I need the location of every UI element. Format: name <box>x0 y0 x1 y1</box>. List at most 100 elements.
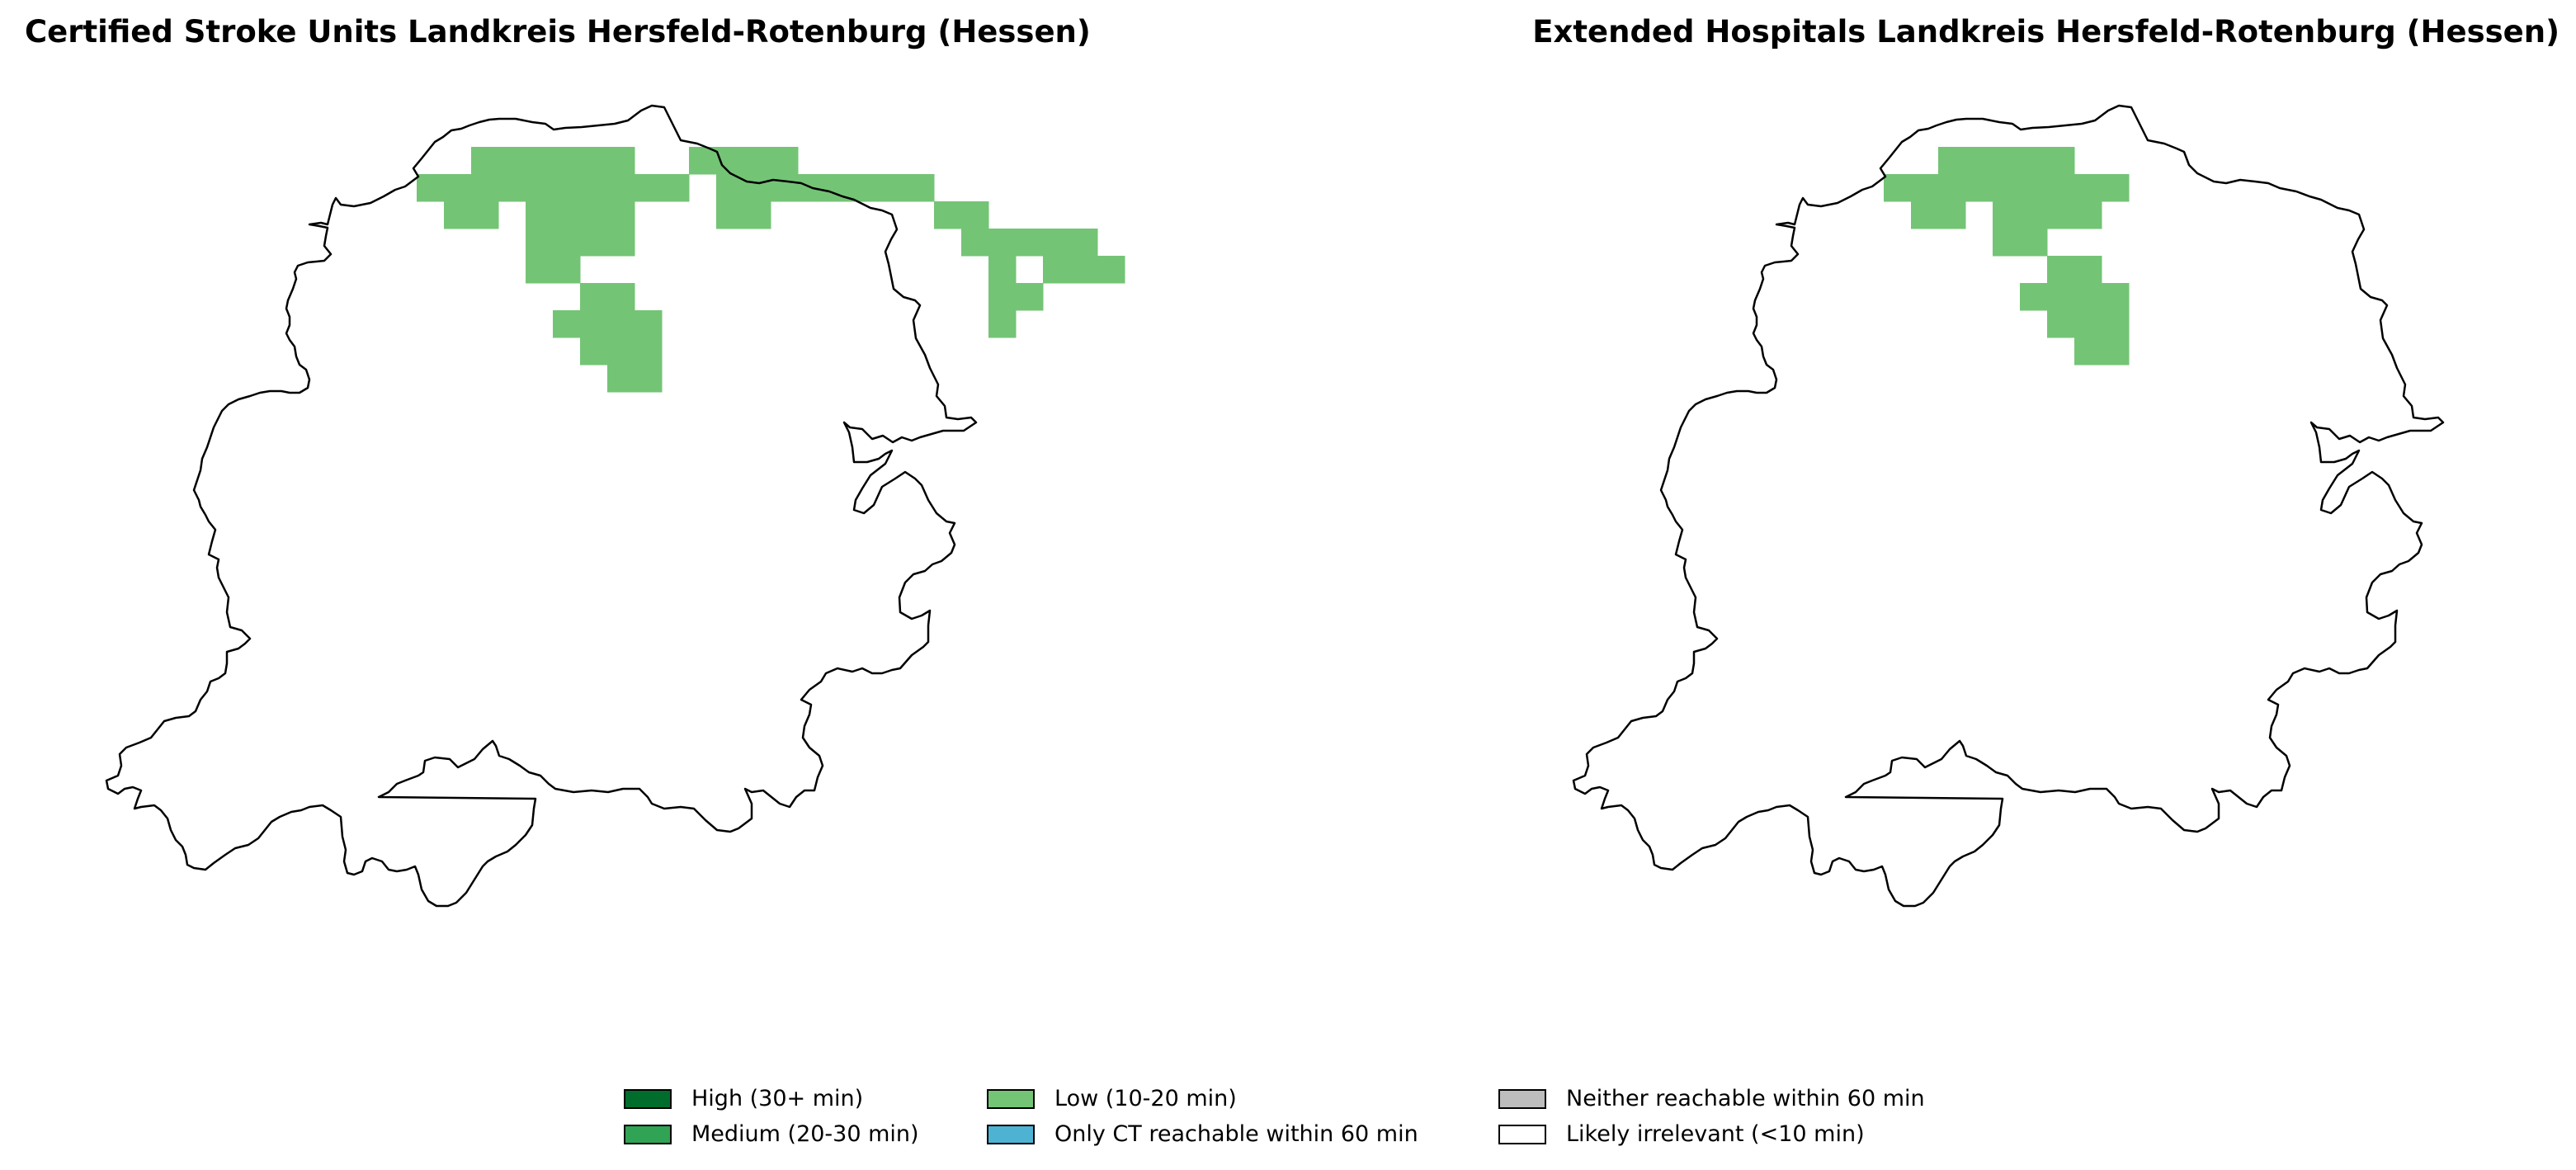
reachability-cell-low <box>580 310 608 338</box>
legend-label: Low (10-20 min) <box>1054 1086 1237 1111</box>
reachability-cell-low <box>526 229 554 257</box>
map-stroke-units <box>103 91 1125 949</box>
reachability-cell-low <box>1016 229 1044 257</box>
reachability-cell-low <box>2020 147 2048 175</box>
legend-item-medium: Medium (20-30 min) <box>624 1123 919 1145</box>
map-extended-hospitals <box>1570 91 2494 949</box>
reachability-cell-low <box>580 174 608 202</box>
legend-item-high: High (30+ min) <box>624 1087 863 1110</box>
reachability-cell-low <box>743 147 771 175</box>
reachability-cell-low <box>2102 174 2130 202</box>
reachability-cell-low <box>1993 147 2021 175</box>
reachability-cell-low <box>880 174 908 202</box>
reachability-cell-low <box>2047 174 2075 202</box>
legend-label: High (30+ min) <box>691 1086 864 1111</box>
district-boundary <box>1572 104 2445 908</box>
reachability-cell-low <box>1070 256 1098 284</box>
legend-swatch <box>987 1088 1035 1109</box>
reachability-cell-low <box>689 147 717 175</box>
reachability-cell-low <box>1993 229 2021 257</box>
reachability-cell-low <box>1938 174 1966 202</box>
reachability-cell-low <box>2020 174 2048 202</box>
reachability-cells <box>417 147 1125 393</box>
reachability-cell-low <box>771 147 799 175</box>
reachability-cell-low <box>662 174 690 202</box>
reachability-cell-low <box>2074 174 2102 202</box>
reachability-cell-low <box>444 201 472 229</box>
legend-item-neither: Neither reachable within 60 min <box>1498 1087 1925 1110</box>
reachability-cell-low <box>635 365 663 393</box>
reachability-cell-low <box>2020 229 2048 257</box>
legend-swatch <box>987 1124 1035 1144</box>
reachability-cell-low <box>607 201 635 229</box>
map-title-stroke-units: Certified Stroke Units Landkreis Hersfel… <box>25 14 1091 50</box>
reachability-cell-low <box>607 310 635 338</box>
reachability-cell-low <box>498 147 526 175</box>
reachability-cell-low <box>1070 229 1098 257</box>
reachability-cell-low <box>771 174 799 202</box>
map-title-extended-hospitals: Extended Hospitals Landkreis Hersfeld-Ro… <box>1532 14 2559 50</box>
reachability-cell-low <box>2074 256 2102 284</box>
reachability-cell-low <box>553 201 581 229</box>
reachability-cell-low <box>1993 201 2021 229</box>
reachability-cell-low <box>1043 229 1071 257</box>
legend-item-ct-only: Only CT reachable within 60 min <box>987 1123 1418 1145</box>
reachability-cell-low <box>580 147 608 175</box>
reachability-cell-low <box>2020 201 2048 229</box>
reachability-cell-low <box>526 174 554 202</box>
reachability-cell-low <box>498 174 526 202</box>
reachability-cell-low <box>553 174 581 202</box>
reachability-cell-low <box>2102 310 2130 338</box>
legend-label: Likely irrelevant (<10 min) <box>1566 1121 1865 1147</box>
reachability-cell-low <box>2020 283 2048 311</box>
reachability-cell-low <box>2047 256 2075 284</box>
legend-item-irrelevant: Likely irrelevant (<10 min) <box>1498 1123 1865 1145</box>
reachability-cell-low <box>1097 256 1125 284</box>
legend-label: Medium (20-30 min) <box>691 1121 919 1147</box>
reachability-cell-low <box>580 201 608 229</box>
reachability-cell-low <box>1965 147 1993 175</box>
reachability-cell-low <box>471 147 499 175</box>
reachability-cell-low <box>471 174 499 202</box>
reachability-cells <box>1884 147 2130 366</box>
reachability-cell-low <box>907 174 935 202</box>
legend-swatch <box>1498 1124 1546 1144</box>
reachability-cell-low <box>1938 201 1966 229</box>
reachability-cell-low <box>988 256 1017 284</box>
reachability-cell-low <box>1911 174 1939 202</box>
legend-swatch <box>624 1124 672 1144</box>
legend-item-low: Low (10-20 min) <box>987 1087 1237 1110</box>
district-boundary <box>105 104 978 908</box>
legend-swatch <box>624 1088 672 1109</box>
reachability-cell-low <box>1043 256 1071 284</box>
reachability-cell-low <box>635 310 663 338</box>
reachability-cell-low <box>1016 283 1044 311</box>
legend: High (30+ min) Medium (20-30 min) Low (1… <box>624 1087 1993 1153</box>
map-svg-extended-hospitals <box>1572 104 2445 908</box>
reachability-cell-low <box>635 174 663 202</box>
reachability-cell-low <box>607 337 635 366</box>
reachability-cell-low <box>580 337 608 366</box>
reachability-cell-low <box>2074 310 2102 338</box>
reachability-cell-low <box>607 283 635 311</box>
reachability-cell-low <box>961 229 989 257</box>
reachability-cell-low <box>2102 283 2130 311</box>
reachability-cell-low <box>934 201 962 229</box>
reachability-cell-low <box>852 174 880 202</box>
reachability-cell-low <box>444 174 472 202</box>
legend-label: Only CT reachable within 60 min <box>1054 1121 1418 1147</box>
reachability-cell-low <box>988 310 1017 338</box>
reachability-cell-low <box>2102 337 2130 366</box>
reachability-cell-low <box>961 201 989 229</box>
reachability-cell-low <box>1965 174 1993 202</box>
reachability-cell-low <box>553 229 581 257</box>
reachability-cell-low <box>2074 283 2102 311</box>
reachability-cell-low <box>2074 201 2102 229</box>
reachability-cell-low <box>553 310 581 338</box>
legend-label: Neither reachable within 60 min <box>1566 1086 1925 1111</box>
reachability-cell-low <box>988 283 1017 311</box>
reachability-cell-low <box>1938 147 1966 175</box>
reachability-cell-low <box>2047 147 2075 175</box>
reachability-cell-low <box>607 365 635 393</box>
map-svg-stroke-units <box>105 104 1125 908</box>
